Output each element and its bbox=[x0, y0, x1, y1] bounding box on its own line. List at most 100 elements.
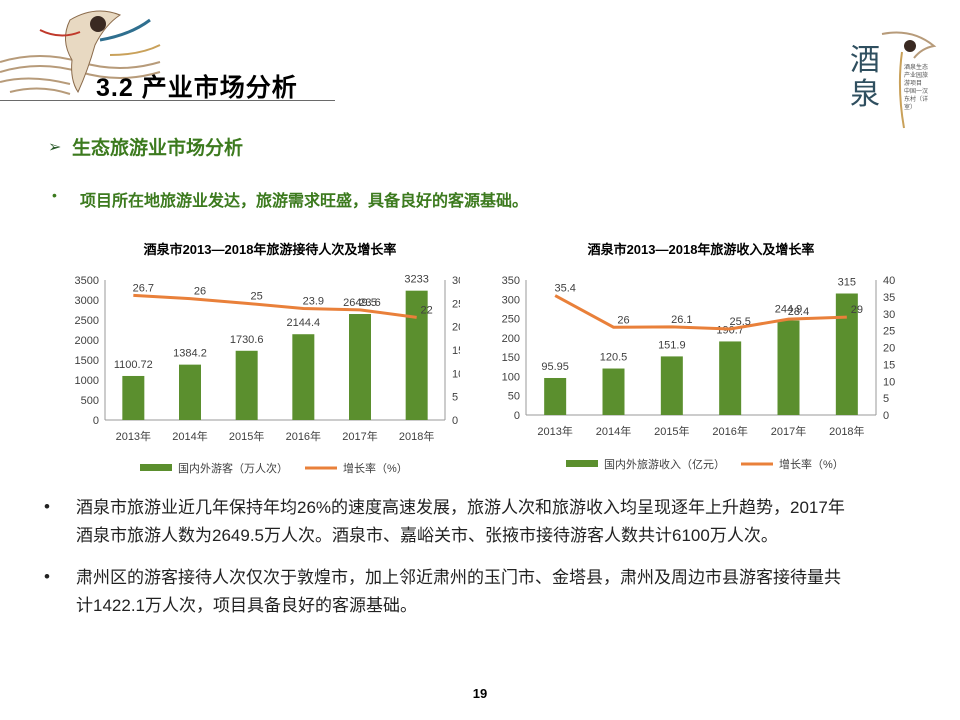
y-right-tick-label: 25 bbox=[883, 326, 895, 338]
x-tick-label: 2018年 bbox=[399, 429, 434, 443]
x-tick-label: 2014年 bbox=[596, 424, 631, 438]
y-left-tick-label: 150 bbox=[502, 352, 520, 364]
paragraph-1: 酒泉市旅游业近几年保持年均26%的速度高速发展，旅游人次和旅游收入均呈现逐年上升… bbox=[76, 494, 936, 550]
line-data-label: 22 bbox=[421, 304, 433, 316]
bar bbox=[349, 314, 371, 420]
legend-bar-label: 国内外旅游收入（亿元） bbox=[604, 457, 725, 471]
y-left-tick-label: 3000 bbox=[75, 295, 99, 307]
line-data-label: 25.5 bbox=[729, 316, 750, 328]
tourist-arrivals-chart: 酒泉市2013—2018年旅游接待人次及增长率 0 500 1000 1500 2000… bbox=[75, 242, 460, 475]
y-left-tick-label: 200 bbox=[502, 333, 520, 345]
y-right-tick-label: 35 bbox=[883, 292, 895, 304]
x-tick-label: 2015年 bbox=[654, 424, 689, 438]
paragraph-line: 酒泉市旅游业近几年保持年均26%的速度高速发展，旅游人次和旅游收入均呈现逐年上升… bbox=[76, 498, 845, 517]
legend-bar-swatch bbox=[140, 464, 172, 471]
y-left-tick-label: 350 bbox=[502, 275, 520, 287]
y-right-tick-label: 10 bbox=[883, 376, 895, 388]
y-left-tick-label: 100 bbox=[502, 371, 520, 383]
line-data-label: 23.9 bbox=[303, 295, 324, 307]
logo-illustration bbox=[881, 31, 937, 129]
chart-title: 酒泉市2013—2018年旅游接待人次及增长率 bbox=[144, 242, 397, 257]
x-tick-label: 2016年 bbox=[712, 424, 747, 438]
bar bbox=[122, 375, 145, 420]
lead-bullet: • bbox=[52, 187, 57, 203]
line-data-label: 26 bbox=[617, 314, 629, 326]
bar-data-label: 95.95 bbox=[541, 361, 569, 373]
tourism-revenue-chart: 酒泉市2013—2018年旅游收入及增长率 050100150200250300… bbox=[502, 242, 896, 471]
jiuquan-logo: 酒泉 酒泉生态产业园旅游项目 中国一汉东村（详室） bbox=[842, 28, 942, 163]
y-left-tick-label: 0 bbox=[93, 415, 99, 427]
y-right-tick-label: 20 bbox=[452, 322, 460, 334]
x-tick-label: 2015年 bbox=[229, 429, 264, 443]
y-left-tick-label: 2500 bbox=[75, 315, 99, 327]
y-right-tick-label: 40 bbox=[883, 275, 895, 287]
x-tick-label: 2017年 bbox=[771, 424, 806, 438]
paragraph-bullet: • bbox=[44, 497, 50, 516]
line-data-label: 23.6 bbox=[359, 297, 380, 309]
y-left-tick-label: 0 bbox=[514, 410, 520, 422]
y-right-tick-label: 25 bbox=[452, 298, 460, 310]
y-left-tick-label: 300 bbox=[502, 294, 520, 306]
y-right-tick-label: 0 bbox=[883, 410, 889, 422]
y-right-tick-label: 15 bbox=[452, 345, 460, 357]
x-tick-label: 2017年 bbox=[342, 429, 377, 443]
y-left-tick-label: 3500 bbox=[75, 275, 99, 287]
section-title: 生态旅游业市场分析 bbox=[72, 138, 244, 159]
bar-data-label: 151.9 bbox=[658, 339, 686, 351]
y-right-tick-label: 10 bbox=[452, 368, 460, 380]
title-underline bbox=[0, 100, 335, 101]
bar bbox=[777, 320, 800, 415]
paragraph-line: 酒泉市旅游人数为2649.5万人次。酒泉市、嘉峪关市、张掖市接待游客人数共计61… bbox=[76, 526, 778, 545]
paragraph-line: 肃州区的游客接待人次仅次于敦煌市，加上邻近肃州的玉门市、金塔县，肃州及周边市县游… bbox=[76, 568, 841, 587]
growth-rate-line bbox=[133, 293, 417, 319]
y-left-tick-label: 500 bbox=[81, 395, 99, 407]
logo-subtitle: 酒泉生态产业园旅游项目 中国一汉东村（详室） bbox=[904, 65, 929, 111]
paragraph-2: 肃州区的游客接待人次仅次于敦煌市，加上邻近肃州的玉门市、金塔县，肃州及周边市县游… bbox=[76, 564, 936, 620]
y-right-tick-label: 20 bbox=[883, 343, 895, 355]
line-data-label: 25 bbox=[251, 290, 263, 302]
section-arrow-icon: ➢ bbox=[48, 139, 62, 156]
y-left-tick-label: 250 bbox=[502, 314, 520, 326]
lead-text: 项目所在地旅游业发达，旅游需求旺盛，具备良好的客源基础。 bbox=[80, 193, 529, 210]
chart-title: 酒泉市2013—2018年旅游收入及增长率 bbox=[588, 242, 815, 257]
page-number: 19 bbox=[472, 686, 488, 701]
x-tick-label: 2013年 bbox=[116, 429, 151, 443]
x-tick-label: 2016年 bbox=[286, 429, 321, 443]
y-left-tick-label: 1000 bbox=[75, 375, 99, 387]
bar bbox=[719, 341, 742, 415]
growth-rate-line bbox=[554, 294, 847, 331]
bar bbox=[660, 356, 683, 415]
bar bbox=[602, 368, 625, 415]
y-right-tick-label: 5 bbox=[452, 392, 458, 404]
y-left-tick-label: 50 bbox=[508, 391, 520, 403]
bar-data-label: 1730.6 bbox=[230, 334, 264, 346]
bar-data-label: 3233 bbox=[404, 274, 428, 286]
legend-line-label: 增长率（%） bbox=[779, 457, 844, 471]
y-right-tick-label: 5 bbox=[883, 393, 889, 405]
line-data-label: 26.1 bbox=[671, 314, 692, 326]
line-data-label: 26.7 bbox=[133, 282, 154, 294]
legend-bar-label: 国内外游客（万人次） bbox=[178, 461, 288, 475]
line-data-label: 26 bbox=[194, 286, 206, 298]
y-left-tick-label: 1500 bbox=[75, 355, 99, 367]
bar bbox=[235, 350, 258, 420]
bar-data-label: 120.5 bbox=[600, 352, 628, 364]
y-left-tick-label: 2000 bbox=[75, 335, 99, 347]
line-data-label: 35.4 bbox=[554, 283, 575, 295]
bar bbox=[179, 364, 201, 420]
paragraph-bullet: • bbox=[44, 567, 50, 586]
line-data-label: 28.4 bbox=[788, 306, 809, 318]
bar-data-label: 315 bbox=[838, 277, 856, 289]
bar bbox=[544, 377, 567, 415]
legend-line-label: 增长率（%） bbox=[343, 461, 408, 475]
bar-data-label: 1100.72 bbox=[114, 359, 153, 371]
legend-bar-swatch bbox=[566, 460, 598, 467]
x-tick-label: 2013年 bbox=[537, 424, 572, 438]
bar-data-label: 2144.4 bbox=[287, 317, 321, 329]
y-right-tick-label: 30 bbox=[883, 309, 895, 321]
x-tick-label: 2018年 bbox=[829, 424, 864, 438]
bar-data-label: 2649.5 bbox=[343, 297, 377, 309]
decorative-flying-apsara-illustration bbox=[0, 10, 161, 95]
logo-text: 酒泉 bbox=[850, 43, 880, 112]
bar bbox=[292, 334, 315, 420]
